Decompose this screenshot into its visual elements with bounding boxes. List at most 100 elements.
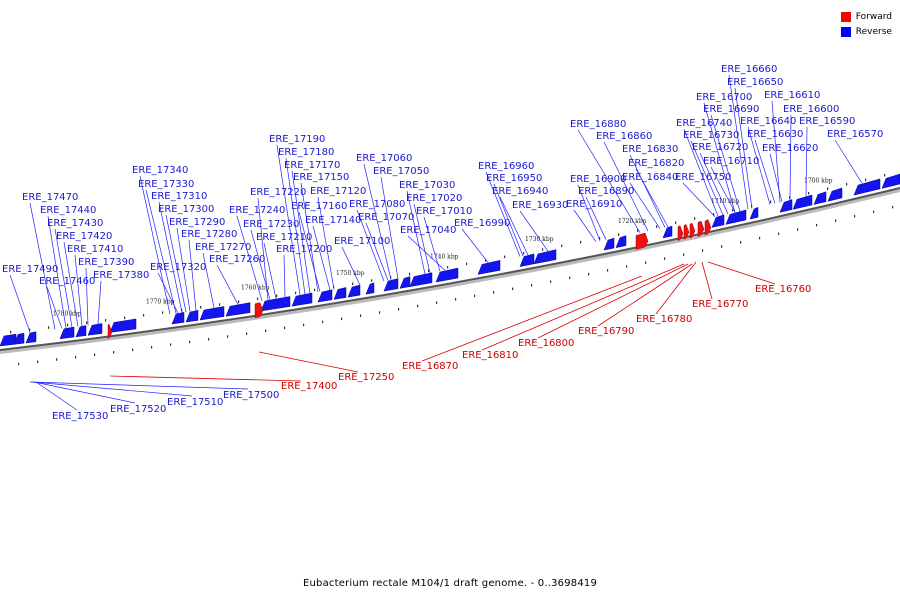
reverse-gene-feature — [519, 253, 535, 267]
reverse-gene-label: ERE_16620 — [762, 143, 818, 154]
reverse-label-leader — [577, 184, 601, 242]
reverse-gene-label: ERE_16650 — [727, 77, 783, 88]
legend-reverse-label: Reverse — [855, 26, 892, 37]
forward-gene-feature — [635, 232, 649, 250]
minor-tick — [18, 362, 20, 366]
minor-tick — [322, 320, 324, 324]
reverse-label-leader — [710, 166, 736, 213]
reverse-gene-feature — [881, 173, 900, 189]
genome-caption: Eubacterium rectale M104/1 draft genome.… — [302, 578, 598, 589]
reverse-label-leader — [519, 210, 549, 252]
reverse-label-leader — [603, 141, 649, 232]
reverse-gene-label: ERE_16690 — [703, 104, 759, 115]
forward-gene-feature — [254, 302, 264, 319]
reverse-gene-feature — [853, 178, 881, 196]
forward-gene-label: ERE_16780 — [636, 314, 692, 325]
reverse-gene-feature — [317, 289, 333, 303]
reverse-gene-feature — [409, 272, 433, 287]
reverse-label-leader — [97, 280, 102, 325]
minor-tick — [170, 343, 172, 346]
minor-tick — [561, 244, 563, 248]
minor-tick — [238, 300, 240, 303]
reverse-gene-feature — [827, 187, 843, 202]
reverse-label-leader — [157, 272, 179, 314]
minor-tick — [105, 319, 107, 322]
reverse-gene-label: ERE_17490 — [2, 264, 58, 275]
minor-tick — [143, 314, 145, 317]
minor-tick — [626, 265, 628, 268]
minor-tick — [637, 229, 639, 232]
reverse-label-leader — [317, 196, 335, 290]
reverse-gene-label: ERE_17030 — [399, 180, 455, 191]
reverse-label-leader — [46, 286, 63, 329]
legend-forward: Forward — [840, 9, 892, 24]
minor-tick — [599, 237, 601, 240]
minor-tick — [550, 280, 552, 283]
reverse-gene-label: ERE_16570 — [827, 129, 883, 140]
reverse-label-leader — [710, 114, 741, 212]
scale-tick-label: 1780 kbp — [53, 310, 82, 317]
reverse-gene-label: ERE_16830 — [622, 144, 678, 155]
reverse-label-leader — [202, 252, 215, 309]
reverse-gene-label: ERE_17420 — [56, 231, 112, 242]
reverse-gene-feature — [725, 209, 747, 225]
reverse-label-leader — [85, 267, 89, 326]
reverse-label-leader — [771, 100, 781, 203]
reverse-label-leader — [703, 102, 736, 213]
reverse-label-leader — [291, 170, 311, 294]
forward-gene-label: ERE_16800 — [518, 338, 574, 349]
scale-tick-label: 1750 kbp — [336, 270, 365, 277]
reverse-gene-label: ERE_17290 — [169, 217, 225, 228]
minor-tick — [664, 257, 666, 260]
reverse-gene-label: ERE_16880 — [570, 119, 626, 130]
reverse-gene-label: ERE_17180 — [278, 147, 334, 158]
reverse-label-leader — [728, 74, 749, 210]
minor-tick — [455, 298, 457, 301]
reverse-label-leader — [635, 168, 669, 228]
scale-tick-label: 1760 kbp — [241, 285, 270, 292]
reverse-label-leader — [257, 197, 269, 300]
reverse-gene-label: ERE_16660 — [721, 64, 777, 75]
reverse-label-leader — [33, 381, 136, 404]
reverse-label-leader — [250, 229, 271, 300]
minor-tick — [436, 301, 438, 304]
reverse-gene-label: ERE_17120 — [310, 186, 366, 197]
reverse-gene-feature — [435, 267, 459, 283]
reverse-gene-label: ERE_16750 — [675, 172, 731, 183]
reverse-label-leader — [29, 381, 249, 390]
reverse-gene-label: ERE_16960 — [478, 161, 534, 172]
reverse-gene-label: ERE_17330 — [138, 179, 194, 190]
reverse-gene-label: ERE_16860 — [596, 131, 652, 142]
reverse-gene-label: ERE_17190 — [269, 134, 325, 145]
minor-tick — [162, 311, 164, 314]
gene-labels: ERE_16660ERE_16650ERE_16610ERE_16600ERE_… — [2, 64, 883, 422]
forward-gene-feature — [697, 220, 705, 237]
minor-tick — [151, 346, 153, 349]
reverse-gene-label: ERE_16600 — [783, 104, 839, 115]
minor-tick — [398, 308, 400, 311]
reverse-gene-label: ERE_17210 — [256, 232, 312, 243]
minor-tick — [466, 262, 468, 266]
minor-tick — [740, 241, 742, 244]
minor-tick — [246, 332, 248, 335]
reverse-gene-label: ERE_17440 — [40, 205, 96, 216]
reverse-label-leader — [805, 126, 808, 197]
reverse-gene-feature — [333, 287, 347, 300]
reverse-label-leader — [74, 254, 83, 327]
reverse-gene-feature — [347, 284, 361, 298]
reverse-gene-feature — [365, 282, 375, 295]
forward-gene-label: ERE_16790 — [578, 326, 634, 337]
reverse-label-leader — [356, 209, 385, 282]
minor-tick — [67, 323, 69, 327]
reverse-gene-label: ERE_17020 — [406, 193, 462, 204]
minor-tick — [645, 261, 647, 264]
reverse-gene-label: ERE_17310 — [151, 191, 207, 202]
reverse-gene-label: ERE_17080 — [349, 199, 405, 210]
minor-tick — [428, 269, 430, 272]
minor-tick — [789, 196, 791, 199]
reverse-gene-label: ERE_16590 — [799, 116, 855, 127]
reverse-gene-feature — [199, 306, 225, 321]
minor-tick — [200, 306, 202, 309]
reverse-label-leader — [188, 239, 197, 311]
reverse-label-leader — [747, 126, 771, 205]
